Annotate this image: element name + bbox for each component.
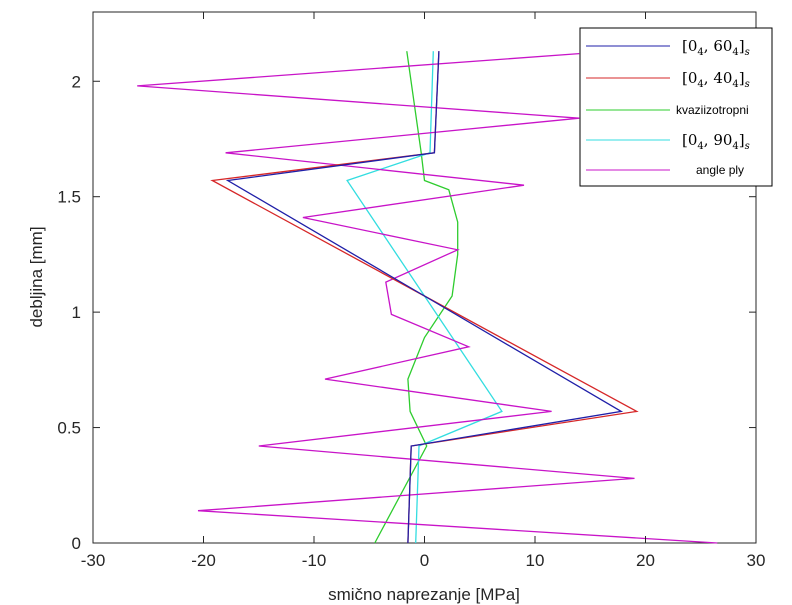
series-line-4 — [137, 52, 718, 544]
x-tick-label: 20 — [636, 551, 655, 570]
legend: [04, 604]s [04, 404]s kvaziizotropni [04… — [579, 27, 773, 187]
y-tick-label: 0 — [72, 534, 81, 553]
legend-label-40: [04, 404]s — [682, 69, 750, 90]
y-axis-ticks: 0 0.5 1 1.5 2 — [57, 72, 756, 553]
x-tick-label: -30 — [81, 551, 106, 570]
y-axis-label: debljina [mm] — [27, 226, 46, 327]
x-tick-label: -20 — [191, 551, 216, 570]
y-tick-label: 2 — [72, 72, 81, 91]
y-tick-label: 1.5 — [57, 188, 81, 207]
y-tick-label: 0.5 — [57, 419, 81, 438]
legend-label-90: [04, 904]s — [682, 131, 750, 152]
y-tick-label: 1 — [72, 303, 81, 322]
x-tick-label: 0 — [420, 551, 429, 570]
x-tick-label: 10 — [526, 551, 545, 570]
series-group — [137, 51, 718, 544]
x-tick-label: 30 — [747, 551, 766, 570]
series-line-2 — [374, 51, 459, 544]
legend-box — [579, 27, 773, 187]
x-tick-label: -10 — [302, 551, 327, 570]
x-axis-label: smično naprezanje [MPa] — [328, 585, 520, 604]
legend-label-angle-ply: angle ply — [696, 163, 744, 177]
series-line-0 — [225, 51, 624, 544]
legend-label-60: [04, 604]s — [682, 37, 750, 58]
x-axis-ticks: -30 -20 -10 0 10 20 30 — [81, 12, 766, 570]
legend-label-kvazi: kvaziizotropni — [676, 103, 749, 117]
